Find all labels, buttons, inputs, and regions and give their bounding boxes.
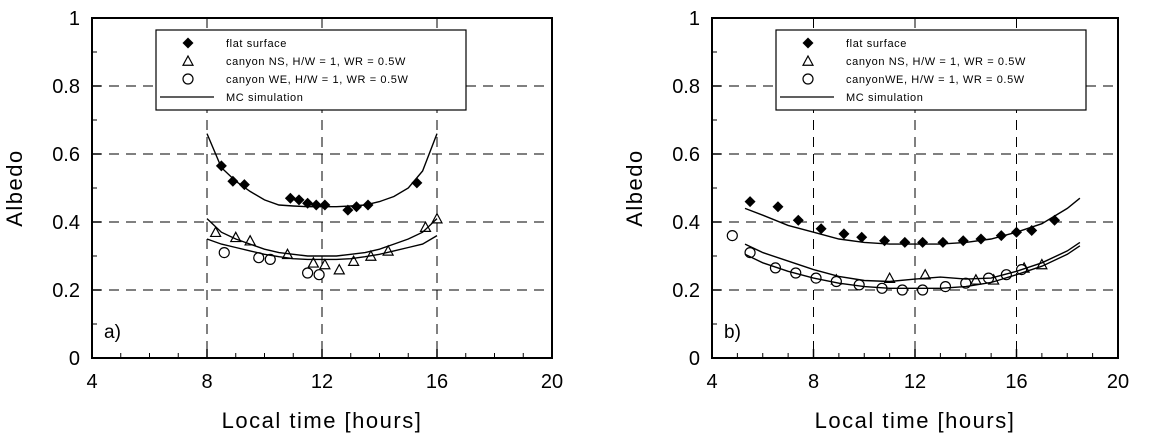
data-point-circle (896, 284, 908, 296)
y-tick-label: 1 (689, 8, 700, 30)
data-point-circle (726, 230, 738, 242)
y-axis-title: Albedo (2, 149, 27, 227)
x-tick-label: 12 (311, 371, 333, 393)
x-tick-label: 16 (1005, 371, 1027, 393)
mc-simulation-line (744, 245, 1081, 289)
legend-marker-circle (802, 73, 814, 85)
series-line (744, 197, 1081, 289)
legend-box (155, 29, 467, 111)
x-tick-label: 8 (201, 371, 212, 393)
data-point-circle (264, 253, 276, 265)
x-axis-title: Local time [hours] (815, 408, 1016, 433)
legend-marker-circle (182, 73, 194, 85)
x-tick-label: 16 (426, 371, 448, 393)
data-point-diamond (975, 233, 987, 245)
mc-simulation-line (206, 133, 438, 208)
legend-label: flat surface (846, 38, 907, 50)
series-line (206, 133, 438, 261)
legend-label: MC simulation (846, 92, 924, 104)
data-point-diamond (772, 201, 784, 213)
y-tick-label: 0.4 (52, 212, 80, 234)
x-tick-label: 4 (86, 371, 97, 393)
data-point-diamond (319, 199, 331, 211)
legend-marker-diamond (182, 37, 194, 49)
data-point-triangle (883, 271, 896, 283)
data-point-diamond (899, 236, 911, 248)
legend-label: canyonWE, H/W = 1, WR = 0.5W (846, 74, 1025, 86)
data-point-diamond (917, 236, 929, 248)
data-point-diamond (856, 231, 868, 243)
x-axis-title: Local time [hours] (222, 408, 423, 433)
series-triangle (209, 212, 444, 275)
data-point-diamond (310, 199, 322, 211)
y-tick-label: 0 (689, 348, 700, 370)
mc-simulation-line (206, 218, 438, 257)
panel-label: b) (724, 322, 741, 343)
legend-marker-triangle (181, 54, 195, 66)
legend-marker-triangle (801, 54, 815, 66)
legend-label: canyon WE, H/W = 1, WR = 0.5W (226, 74, 408, 86)
data-point-triangle (307, 256, 320, 268)
data-point-circle (302, 267, 314, 279)
data-point-diamond (815, 223, 827, 235)
data-point-triangle (318, 258, 331, 270)
y-tick-label: 0.6 (672, 144, 700, 166)
panel-label: a) (104, 322, 121, 343)
series-circle (218, 247, 325, 281)
legend-label: canyon NS, H/W = 1, WR = 0.5W (226, 56, 406, 68)
data-point-diamond (238, 179, 250, 191)
legend-label: flat surface (226, 38, 287, 50)
y-tick-label: 0.2 (52, 280, 80, 302)
y-tick-label: 0.2 (672, 280, 700, 302)
data-point-diamond (744, 196, 756, 208)
data-point-circle (218, 247, 230, 259)
data-point-diamond (351, 201, 362, 213)
legend-marker-diamond (802, 37, 814, 49)
y-tick-label: 0 (69, 348, 80, 370)
data-point-diamond (284, 192, 296, 204)
panel-b: 4 8 12 16 20 0 0.2 0.4 0.6 0.8 1 Local time [hours]… (622, 8, 1129, 433)
legend-label: canyon NS, H/W = 1, WR = 0.5W (846, 56, 1026, 68)
x-tick-label: 8 (808, 371, 819, 393)
x-tick-label: 4 (706, 371, 717, 393)
data-point-triangle (209, 225, 222, 238)
data-point-diamond (957, 235, 969, 247)
data-point-circle (939, 281, 952, 293)
data-point-circle (769, 262, 782, 274)
data-point-circle (313, 269, 325, 281)
x-tick-label: 20 (541, 371, 563, 393)
y-tick-label: 0.8 (672, 76, 700, 98)
data-point-diamond (838, 228, 850, 240)
data-point-triangle (333, 263, 346, 275)
x-tick-label: 12 (904, 371, 926, 393)
y-tick-label: 0.4 (672, 212, 700, 234)
panel-a: 4 8 12 16 20 0 0.2 0.4 0.6 0.8 1 Local time [hours]… (2, 8, 563, 433)
mc-simulation-line (744, 197, 1081, 245)
y-tick-label: 1 (69, 8, 80, 30)
data-point-diamond (342, 204, 354, 216)
y-tick-label: 0.6 (52, 144, 80, 166)
data-point-triangle (347, 254, 360, 266)
x-tick-label: 20 (1107, 371, 1129, 393)
data-point-diamond (792, 214, 804, 226)
data-point-diamond (293, 194, 305, 206)
data-point-diamond (937, 236, 949, 248)
legend-box (775, 29, 1087, 111)
mc-simulation-line (206, 234, 438, 261)
y-tick-label: 0.8 (52, 76, 80, 98)
data-point-circle (917, 284, 929, 296)
mc-simulation-line (744, 241, 1081, 283)
legend-label: MC simulation (226, 92, 304, 104)
data-point-diamond (227, 175, 239, 187)
y-axis-title: Albedo (622, 149, 647, 227)
